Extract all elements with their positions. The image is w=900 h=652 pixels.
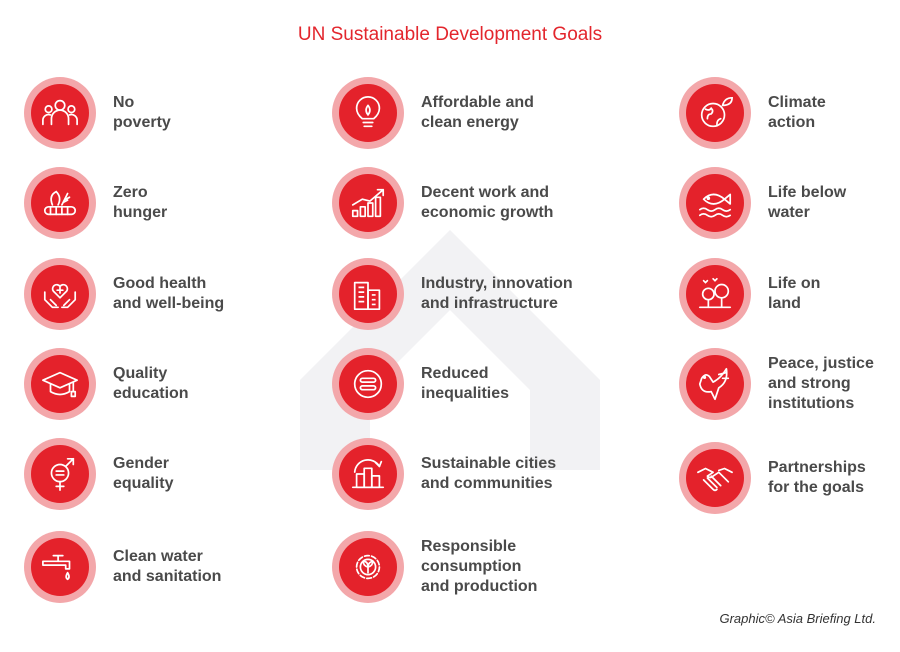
goal-label: Life on land <box>768 275 821 312</box>
goal-peace-justice: Peace, justice and strong institutions <box>679 348 874 420</box>
goal-label: Climate action <box>768 94 826 131</box>
goal-label: Good health and well-being <box>113 275 225 312</box>
goal-label: Clean water and sanitation <box>113 548 222 585</box>
goal-label: Zero hunger <box>113 184 168 221</box>
goal-no-poverty: No poverty <box>24 77 171 149</box>
growth-chart-icon <box>351 188 385 218</box>
goal-good-health: Good health and well-being <box>24 258 224 330</box>
goal-label: Peace, justice and strong institutions <box>768 355 874 412</box>
goal-label: Sustainable cities and communities <box>421 455 557 492</box>
goal-label: Partnerships for the goals <box>768 459 866 496</box>
goal-decent-work: Decent work and economic growth <box>332 167 553 239</box>
goal-label: Life below water <box>768 184 847 221</box>
goal-label: Affordable and clean energy <box>421 94 534 131</box>
dove-icon <box>698 367 730 401</box>
goal-label: Quality education <box>113 365 189 402</box>
goal-life-below-water: Life below water <box>679 167 846 239</box>
trees-icon <box>698 277 732 309</box>
goal-partnerships: Partnerships for the goals <box>679 442 866 514</box>
credit-text: Graphic© Asia Briefing Ltd. <box>719 611 876 626</box>
goal-label: Reduced inequalities <box>421 365 510 402</box>
goal-sustainable-cities: Sustainable cities and communities <box>332 438 556 510</box>
goal-life-on-land: Life on land <box>679 258 820 330</box>
handshake-icon <box>697 467 733 492</box>
equals-icon <box>353 369 383 399</box>
goal-label: Gender equality <box>113 455 174 492</box>
recycle-gear-icon <box>355 554 381 580</box>
goal-affordable-energy: Affordable and clean energy <box>332 77 534 149</box>
goal-reduced-inequalities: Reduced inequalities <box>332 348 509 420</box>
food-icon <box>43 190 77 216</box>
goal-label: Responsible consumption and production <box>421 538 538 595</box>
goal-clean-water: Clean water and sanitation <box>24 531 221 603</box>
goal-quality-education: Quality education <box>24 348 189 420</box>
heart-hands-icon <box>43 283 77 309</box>
buildings-icon <box>353 281 381 311</box>
page-title: UN Sustainable Development Goals <box>297 24 603 45</box>
gender-symbol-icon <box>50 457 75 492</box>
light-bulb-icon <box>355 96 381 128</box>
people-icon <box>42 99 78 126</box>
fish-icon <box>698 193 732 218</box>
goal-climate-action: Climate action <box>679 77 826 149</box>
globe-leaf-icon <box>700 96 733 128</box>
water-tap-icon <box>42 554 71 581</box>
graduation-cap-icon <box>42 371 78 398</box>
goal-zero-hunger: Zero hunger <box>24 167 167 239</box>
goal-industry-innovation: Industry, innovation and infrastructure <box>332 258 573 330</box>
goal-responsible-consumption: Responsible consumption and production <box>332 531 537 603</box>
city-icon <box>351 459 385 489</box>
goal-label: No poverty <box>113 94 171 131</box>
goal-label: Industry, innovation and infrastructure <box>421 275 573 312</box>
goal-label: Decent work and economic growth <box>421 184 554 221</box>
goal-gender-equality: Gender equality <box>24 438 173 510</box>
